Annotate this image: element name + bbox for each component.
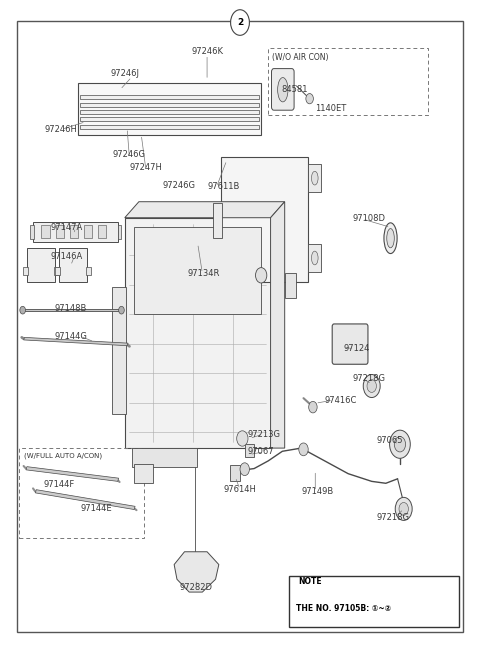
Bar <box>55 266 60 275</box>
Text: 97246G: 97246G <box>113 150 146 159</box>
Circle shape <box>394 437 406 452</box>
Ellipse shape <box>384 223 397 253</box>
Polygon shape <box>21 310 122 311</box>
Circle shape <box>119 306 124 314</box>
Polygon shape <box>125 202 285 217</box>
Text: 97246H: 97246H <box>45 125 78 134</box>
Bar <box>80 125 259 129</box>
Text: 97144G: 97144G <box>54 332 87 341</box>
Ellipse shape <box>387 229 394 247</box>
Text: 1140ET: 1140ET <box>315 104 347 114</box>
Text: 97611B: 97611B <box>207 182 240 191</box>
Bar <box>33 221 118 242</box>
Polygon shape <box>26 467 119 481</box>
Bar <box>111 287 126 413</box>
Polygon shape <box>24 338 128 345</box>
Bar <box>229 466 240 481</box>
Circle shape <box>255 268 267 283</box>
Bar <box>30 225 34 239</box>
Bar <box>213 203 222 238</box>
Circle shape <box>237 431 248 446</box>
Polygon shape <box>271 202 285 448</box>
Bar <box>78 84 261 135</box>
Text: 97247H: 97247H <box>130 163 162 172</box>
Bar <box>308 244 322 272</box>
Circle shape <box>299 443 308 456</box>
Text: 97213G: 97213G <box>247 430 280 439</box>
Circle shape <box>306 93 313 104</box>
Bar <box>41 225 50 238</box>
Polygon shape <box>36 490 135 509</box>
Bar <box>27 248 55 281</box>
Text: 84581: 84581 <box>281 86 308 94</box>
Bar <box>86 266 91 275</box>
Bar <box>118 225 121 239</box>
Text: 97148B: 97148B <box>54 304 86 313</box>
Circle shape <box>363 374 380 398</box>
Text: 97144F: 97144F <box>43 480 74 489</box>
Circle shape <box>395 498 412 520</box>
Bar <box>70 225 78 238</box>
Bar <box>84 225 92 238</box>
Bar <box>19 448 144 537</box>
Bar <box>308 165 322 192</box>
Ellipse shape <box>312 171 318 185</box>
Text: 97282D: 97282D <box>180 583 213 592</box>
Text: 97124: 97124 <box>344 344 370 353</box>
Text: 97067: 97067 <box>247 447 274 456</box>
Circle shape <box>367 379 376 392</box>
Text: (W/FULL AUTO A/CON): (W/FULL AUTO A/CON) <box>24 453 102 459</box>
Bar <box>134 227 261 315</box>
Text: 97614H: 97614H <box>224 485 256 494</box>
Text: THE NO. 97105B: ①~②: THE NO. 97105B: ①~② <box>296 603 391 613</box>
Bar <box>60 248 87 281</box>
FancyBboxPatch shape <box>272 69 294 110</box>
Bar <box>80 95 259 99</box>
Bar <box>54 266 60 275</box>
Text: 97149B: 97149B <box>301 487 334 496</box>
Bar <box>80 103 259 106</box>
Text: 97108D: 97108D <box>353 214 386 223</box>
Bar <box>80 118 259 121</box>
Text: 2: 2 <box>237 18 243 27</box>
Bar <box>221 157 308 281</box>
Bar <box>23 266 28 275</box>
Bar <box>132 448 197 468</box>
Text: 97146A: 97146A <box>51 251 83 261</box>
Text: 97416C: 97416C <box>324 396 357 405</box>
Bar <box>56 225 64 238</box>
Bar <box>245 444 254 457</box>
Bar <box>134 464 153 483</box>
Bar <box>289 576 459 628</box>
Text: 97246G: 97246G <box>162 182 195 190</box>
Circle shape <box>390 430 410 458</box>
Text: 97144E: 97144E <box>80 504 112 513</box>
Bar <box>285 273 297 298</box>
Text: 97246J: 97246J <box>110 69 139 78</box>
Bar <box>268 48 428 116</box>
Bar <box>125 217 271 448</box>
Text: 97147A: 97147A <box>51 223 83 232</box>
Text: 97065: 97065 <box>376 436 403 445</box>
Text: 97218G: 97218G <box>376 513 409 522</box>
Circle shape <box>240 463 250 475</box>
Text: (W/O AIR CON): (W/O AIR CON) <box>272 54 328 62</box>
FancyBboxPatch shape <box>332 324 368 364</box>
Text: 97134R: 97134R <box>187 269 220 278</box>
Circle shape <box>230 10 250 35</box>
Polygon shape <box>174 552 219 592</box>
Bar <box>80 110 259 114</box>
Text: NOTE: NOTE <box>299 577 322 586</box>
Circle shape <box>309 402 317 413</box>
Circle shape <box>399 502 408 515</box>
Ellipse shape <box>277 78 288 102</box>
Text: 97218G: 97218G <box>353 374 386 383</box>
Bar <box>98 225 107 238</box>
Text: 97246K: 97246K <box>191 47 223 56</box>
Ellipse shape <box>312 251 318 265</box>
Circle shape <box>20 306 25 314</box>
